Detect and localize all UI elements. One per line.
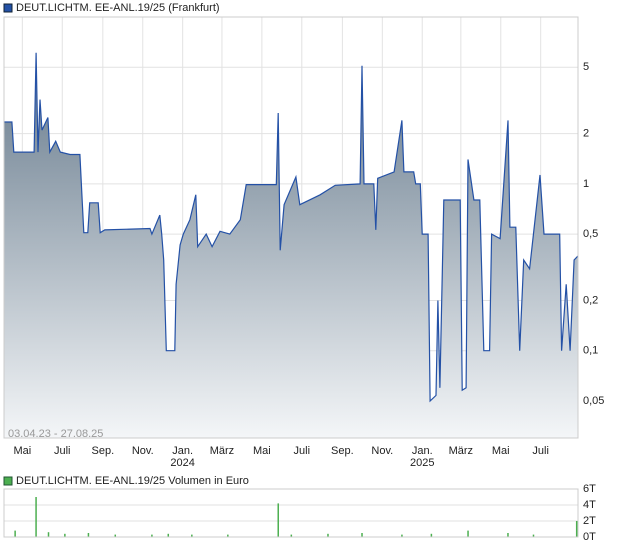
plot-border [3, 16, 579, 439]
x-tick-label: Mai [13, 445, 31, 457]
x-tick-label: März [210, 445, 234, 457]
x-tick-label: Nov. [371, 445, 393, 457]
y-tick-label: 2T [583, 515, 596, 527]
volume-bar [401, 534, 403, 537]
legend-label: DEUT.LICHTM. EE-ANL.19/25 Volumen in Eur… [16, 475, 249, 487]
x-tick-label: Mai [492, 445, 510, 457]
year-label: 2024 [170, 457, 194, 469]
y-tick-label: 1 [583, 178, 589, 190]
volume-bar [227, 534, 229, 537]
x-tick-label: März [449, 445, 473, 457]
volume-bar [327, 533, 329, 537]
y-tick-label: 4T [583, 499, 596, 511]
date-range: 03.04.23 - 27.08.25 [8, 428, 103, 440]
legend-label: DEUT.LICHTM. EE-ANL.19/25 (Frankfurt) [16, 2, 220, 14]
volume-bar [64, 533, 66, 537]
x-tick-label: Jan. [172, 445, 193, 457]
y-tick-label: 0,05 [583, 395, 604, 407]
x-tick-label: Jan. [412, 445, 433, 457]
y-tick-label: 0,1 [583, 345, 598, 357]
y-tick-label: 0,2 [583, 294, 598, 306]
x-tick-label: Juli [54, 445, 71, 457]
volume-bar [532, 534, 535, 537]
volume-bar [575, 521, 578, 537]
x-tick-label: Nov. [132, 445, 154, 457]
volume-bar [35, 497, 37, 537]
volume-bar [277, 503, 279, 537]
y-tick-label: 5 [583, 61, 589, 73]
y-tick-label: 0,5 [583, 228, 598, 240]
y-tick-label: 0T [583, 531, 596, 543]
x-tick-label: Mai [253, 445, 271, 457]
volume-bar [290, 534, 293, 537]
volume-bar [430, 533, 433, 537]
volume-bar [191, 534, 193, 537]
x-tick-label: Juli [532, 445, 549, 457]
plot-border [3, 488, 579, 538]
volume-bar [167, 533, 170, 537]
price-area [4, 52, 578, 439]
legend-swatch [3, 476, 13, 486]
year-label: 2025 [410, 457, 434, 469]
x-tick-label: Sep. [92, 445, 115, 457]
volume-bar [467, 530, 469, 537]
volume-bar [361, 533, 363, 537]
price-line [4, 52, 579, 403]
volume-bar [507, 533, 509, 537]
volume-bar [114, 534, 117, 537]
y-tick-label: 6T [583, 483, 596, 495]
y-tick-label: 2 [583, 128, 589, 140]
x-tick-label: Sep. [331, 445, 354, 457]
volume-bar [47, 532, 50, 537]
legend-swatch [3, 3, 13, 13]
x-tick-label: Juli [294, 445, 311, 457]
volume-bar [14, 530, 16, 537]
volume-bar [151, 534, 153, 537]
volume-bar [87, 533, 90, 537]
